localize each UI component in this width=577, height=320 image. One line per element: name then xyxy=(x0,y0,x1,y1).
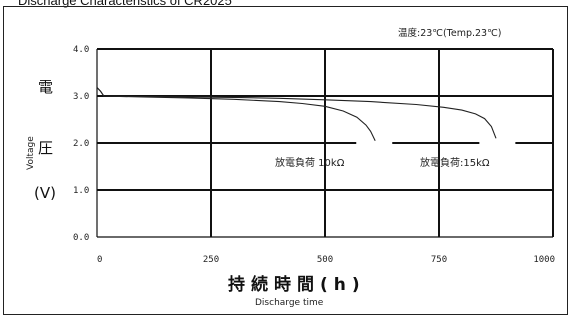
y-tick-label: 0.0 xyxy=(73,233,89,243)
xlabel-en: Discharge time xyxy=(255,298,324,308)
chart-caption: Discharge Characteristics of CR2025 xyxy=(18,0,232,8)
chart-frame xyxy=(3,6,568,315)
annotations: 放電負荷 10kΩ 放電負荷:15kΩ xyxy=(275,156,490,169)
ylabel-jp-top: 電 xyxy=(38,78,53,96)
grid xyxy=(96,48,554,238)
series-label-15k: 放電負荷:15kΩ xyxy=(420,156,490,169)
ylabel-en: Voltage xyxy=(26,136,36,170)
xlabel-jp: 持続時間(h) xyxy=(228,274,366,295)
y-tick-label: 3.0 xyxy=(73,92,89,102)
ylabel-jp-bottom: 圧 xyxy=(38,139,53,157)
y-tick-label: 2.0 xyxy=(73,139,89,149)
y-tick-label: 1.0 xyxy=(73,186,89,196)
x-tick-label: 250 xyxy=(203,255,219,265)
temperature-note: 温度:23℃(Temp.23℃) xyxy=(398,27,501,39)
series-line-2 xyxy=(96,87,497,139)
x-tick-label: 500 xyxy=(317,255,333,265)
tick-labels: 0.0 1.0 2.0 3.0 4.0 0 250 500 750 1000 xyxy=(73,45,555,265)
series-lines xyxy=(96,87,516,145)
gridline-gap-2 xyxy=(479,141,516,145)
x-tick-label: 1000 xyxy=(533,255,555,265)
x-tick-label: 750 xyxy=(431,255,447,265)
y-tick-label: 4.0 xyxy=(73,45,89,55)
gridline-gap-1 xyxy=(356,141,393,145)
ylabel-unit: (V) xyxy=(34,184,56,202)
series-label-10k: 放電負荷 10kΩ xyxy=(275,156,345,169)
x-tick-label: 0 xyxy=(97,255,102,265)
